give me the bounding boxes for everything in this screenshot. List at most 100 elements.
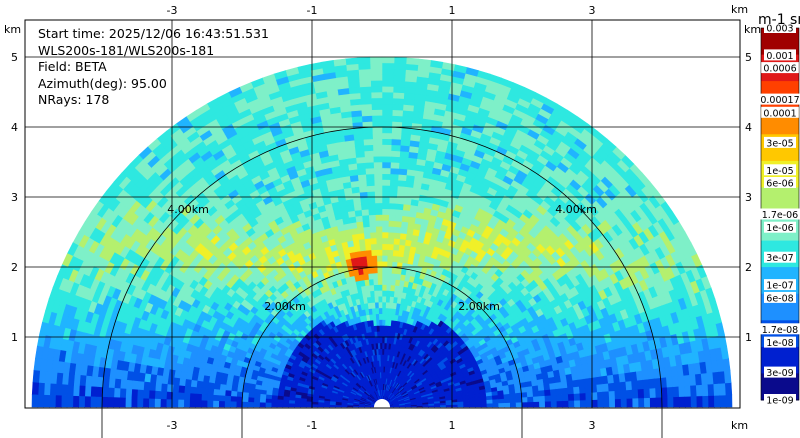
heatmap-cell bbox=[299, 403, 307, 408]
heatmap-cell bbox=[607, 382, 616, 392]
heatmap-cell bbox=[386, 266, 393, 274]
heatmap-cell bbox=[371, 255, 378, 262]
heatmap-cell bbox=[358, 405, 365, 408]
heatmap-cell bbox=[390, 278, 396, 286]
heatmap-cell bbox=[355, 221, 364, 229]
heatmap-cell bbox=[107, 397, 115, 408]
heatmap-cell bbox=[247, 397, 255, 403]
heatmap-cell bbox=[596, 383, 604, 393]
heatmap-cell bbox=[385, 290, 391, 297]
heatmap-cell bbox=[643, 397, 651, 408]
heatmap-cell bbox=[354, 209, 363, 217]
heatmap-cell bbox=[567, 393, 575, 401]
heatmap-cell bbox=[288, 403, 295, 408]
heatmap-cell bbox=[177, 399, 185, 408]
heatmap-cell bbox=[684, 385, 692, 397]
heatmap-cell bbox=[614, 389, 622, 400]
heatmap-cell bbox=[399, 232, 407, 240]
heatmap-cell bbox=[362, 226, 371, 234]
heatmap-cell bbox=[201, 381, 210, 390]
heatmap-cell bbox=[388, 202, 397, 210]
heatmap-cell bbox=[474, 403, 482, 408]
heatmap-cell bbox=[363, 237, 371, 245]
heatmap-cell bbox=[160, 391, 168, 400]
heatmap-cell bbox=[294, 400, 301, 405]
heatmap-cell bbox=[354, 150, 365, 158]
heatmap-cell bbox=[666, 386, 674, 398]
heatmap-cell bbox=[253, 397, 261, 404]
heatmap-cell bbox=[95, 396, 103, 408]
heatmap-cell bbox=[90, 386, 98, 398]
heatmap-cell bbox=[391, 132, 402, 140]
heatmap-cell bbox=[84, 396, 91, 408]
heatmap-cell bbox=[60, 395, 68, 408]
heatmap-cell bbox=[381, 324, 386, 332]
heatmap-cell bbox=[354, 215, 363, 223]
heatmap-cell bbox=[649, 387, 657, 398]
heatmap-cell bbox=[381, 231, 389, 239]
heatmap-cell bbox=[381, 126, 393, 134]
heatmap-cell bbox=[172, 377, 181, 387]
heatmap-cell bbox=[224, 395, 232, 403]
heatmap-cell bbox=[230, 396, 237, 403]
heatmap-cell bbox=[480, 402, 488, 408]
heatmap-cell bbox=[397, 173, 407, 182]
heatmap-cell bbox=[84, 385, 92, 398]
heatmap-cell bbox=[329, 404, 336, 408]
heatmap-cell bbox=[370, 243, 377, 251]
heatmap-cell bbox=[381, 319, 386, 326]
heatmap-cell bbox=[399, 226, 408, 235]
heatmap-cell bbox=[241, 392, 249, 398]
heatmap-cell bbox=[538, 389, 546, 397]
heatmap-cell bbox=[392, 80, 406, 88]
heatmap-cell bbox=[562, 400, 570, 408]
heatmap-cell bbox=[235, 401, 243, 408]
heatmap-cell bbox=[389, 290, 395, 298]
heatmap-cell bbox=[389, 167, 400, 175]
heatmap-cell bbox=[381, 202, 390, 210]
heatmap-cell bbox=[367, 196, 376, 204]
heatmap-cell bbox=[78, 385, 86, 397]
heatmap-cell bbox=[359, 86, 372, 94]
heatmap-cell bbox=[358, 185, 368, 193]
heatmap-cell bbox=[642, 378, 651, 390]
heatmap-cell bbox=[373, 179, 383, 186]
heatmap-cell bbox=[381, 132, 392, 140]
heatmap-cell bbox=[573, 385, 581, 394]
heatmap-cell bbox=[388, 190, 398, 198]
heatmap-cell bbox=[701, 383, 709, 397]
heatmap-cell bbox=[305, 404, 313, 408]
heatmap-cell bbox=[365, 173, 375, 181]
heatmap-cell bbox=[276, 399, 284, 404]
heatmap-cell bbox=[556, 400, 564, 408]
heatmap-cell bbox=[695, 384, 703, 397]
heatmap-cell bbox=[235, 396, 243, 403]
heatmap-cell bbox=[655, 387, 663, 398]
heatmap-cell bbox=[393, 226, 402, 234]
heatmap-cell bbox=[365, 249, 372, 257]
heatmap-cell bbox=[282, 403, 290, 408]
heatmap-cell bbox=[381, 149, 392, 157]
heatmap-cell bbox=[377, 284, 383, 291]
heatmap-cell bbox=[101, 396, 109, 408]
heatmap-cell bbox=[381, 284, 387, 291]
heatmap-cell bbox=[397, 168, 408, 176]
heatmap-cell bbox=[196, 380, 204, 389]
heatmap-cell bbox=[265, 398, 272, 404]
heatmap-cell bbox=[381, 114, 393, 122]
heatmap-cell bbox=[218, 389, 226, 397]
heatmap-cell bbox=[259, 393, 267, 400]
heatmap-cell bbox=[544, 394, 552, 402]
heatmap-cell bbox=[389, 179, 399, 187]
heatmap-cell bbox=[585, 399, 593, 408]
heatmap-cell bbox=[375, 243, 383, 250]
heatmap-cell bbox=[544, 400, 552, 408]
heatmap-cell bbox=[381, 144, 392, 151]
heatmap-cell bbox=[521, 401, 529, 408]
heatmap-cell bbox=[377, 301, 383, 309]
heatmap-cell bbox=[142, 398, 150, 408]
heatmap-cell bbox=[381, 272, 388, 280]
heatmap-cell bbox=[401, 215, 410, 223]
heatmap-cell bbox=[469, 403, 476, 408]
heatmap-cell bbox=[381, 120, 393, 128]
